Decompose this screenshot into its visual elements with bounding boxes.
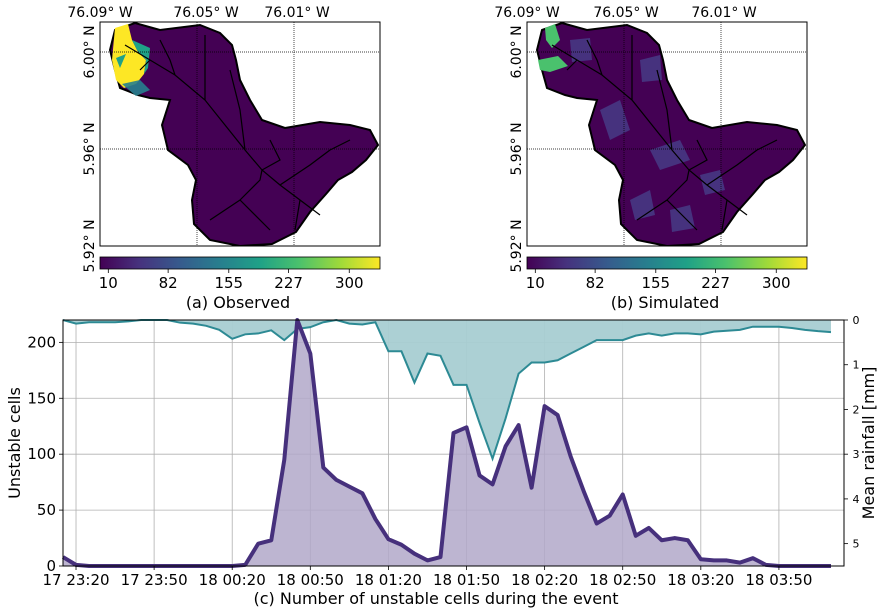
colorbar-tick-label: 155: [214, 274, 243, 292]
lat-label: 6.00° N: [82, 25, 98, 78]
colorbar-tick-label: 155: [641, 274, 670, 292]
x-tick-label: 18 00:50: [277, 571, 344, 589]
y2-tick-label: 2: [853, 403, 860, 416]
y-tick-label: 150: [27, 389, 56, 407]
panel-caption: (b) Simulated: [611, 293, 720, 312]
basin-shape: [535, 22, 807, 246]
panel-caption: (c) Number of unstable cells during the …: [253, 589, 618, 608]
y2-tick-label: 1: [853, 359, 860, 372]
y2-tick-label: 3: [853, 448, 860, 461]
axis-ticks: 17 23:20 17 23:50 18 00:20 18 00:50 18 01:20…: [27, 314, 859, 589]
lat-label: 6.00° N: [509, 25, 525, 78]
map-observed: 76.09° W 76.05° W 76.01° W 6.00° N 5.96°…: [67, 5, 381, 312]
colorbar-tick-label: 227: [274, 274, 303, 292]
y-tick-label: 100: [27, 445, 56, 463]
river-network: [124, 35, 351, 231]
map-simulated: 76.09° W 76.05° W 76.01° W 6.00° N 5.96°…: [494, 5, 808, 312]
lon-label: 76.05° W: [593, 5, 659, 21]
lon-label: 76.09° W: [67, 5, 133, 21]
y-tick-label: 200: [27, 333, 56, 351]
x-tick-label: 17 23:50: [121, 571, 188, 589]
colorbar-tick-label: 10: [99, 274, 118, 292]
rainfall-line: [62, 318, 832, 462]
colorbar-tick-label: 10: [526, 274, 545, 292]
y2-tick-label: 4: [853, 493, 860, 506]
timeseries-chart: 17 23:20 17 23:50 18 00:20 18 00:50 18 01:20…: [5, 314, 878, 608]
observed-hotspot-mid: [122, 80, 150, 96]
x-tick-label: 17 23:20: [42, 571, 109, 589]
colorbar: [99, 256, 381, 270]
lat-label: 5.92° N: [82, 219, 98, 272]
x-tick-label: 18 01:50: [433, 571, 500, 589]
colorbar-ticks: 10 82 155 227 300: [526, 269, 791, 292]
colorbar-tick-label: 227: [701, 274, 730, 292]
lon-label: 76.09° W: [494, 5, 560, 21]
x-tick-label: 18 03:50: [745, 571, 812, 589]
lat-label: 5.96° N: [82, 122, 98, 175]
x-tick-label: 18 01:20: [355, 571, 422, 589]
observed-hotspot-edge: [116, 40, 150, 74]
colorbar-ticks: 10 82 155 227 300: [99, 269, 364, 292]
rainfall-area: [63, 320, 831, 459]
unstable-cells-area: [63, 320, 831, 566]
colorbar-tick-label: 82: [586, 274, 605, 292]
map-frame: [99, 21, 381, 247]
lon-label: 76.01° W: [691, 5, 757, 21]
y2-axis-label: Mean rainfall [mm]: [859, 367, 878, 520]
observed-hotspot: [112, 24, 146, 88]
basin-shape: [108, 22, 380, 246]
x-tick-label: 18 00:20: [199, 571, 266, 589]
panel-caption: (a) Observed: [186, 293, 290, 312]
colorbar-tick-label: 300: [762, 274, 791, 292]
y2-tick-label: 0: [853, 314, 860, 327]
x-tick-label: 18 02:50: [589, 571, 656, 589]
river-network: [551, 35, 778, 231]
simulated-patches: [570, 38, 725, 232]
simulated-hotspot: [538, 24, 568, 72]
y-tick-label: 50: [37, 501, 56, 519]
plot-frame: [62, 319, 845, 567]
y-tick-label: 0: [46, 557, 56, 575]
lat-label: 5.96° N: [509, 122, 525, 175]
colorbar-tick-label: 300: [335, 274, 364, 292]
x-tick-label: 18 02:20: [511, 571, 578, 589]
colorbar-tick-label: 82: [159, 274, 178, 292]
x-tick-label: 18 03:20: [667, 571, 734, 589]
lat-label: 5.92° N: [509, 219, 525, 272]
y-axis-label: Unstable cells: [5, 387, 24, 499]
map-frame: [526, 21, 808, 247]
y2-tick-label: 5: [853, 538, 860, 551]
colorbar: [526, 256, 808, 270]
lon-label: 76.01° W: [264, 5, 330, 21]
lon-label: 76.05° W: [173, 5, 239, 21]
